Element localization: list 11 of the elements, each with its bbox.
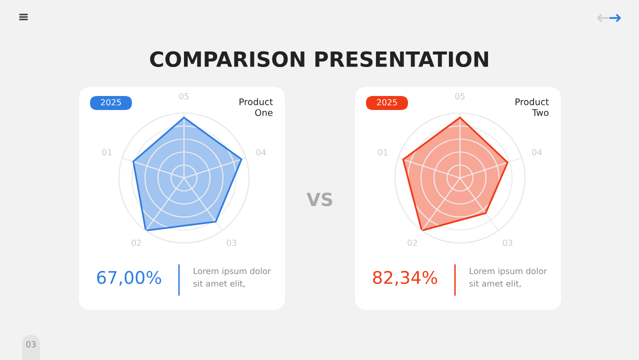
text: 03	[26, 341, 36, 348]
text: 67,00%	[97, 270, 162, 286]
text: 2025	[101, 99, 121, 106]
text: Lorem ipsum dolor sit amet elit,	[193, 268, 271, 288]
text: COMPARISON PRESENTATION	[150, 51, 488, 68]
text: 82,34%	[373, 270, 438, 286]
text: Lorem ipsum dolor sit amet elit,	[469, 268, 547, 288]
text: VS	[306, 192, 332, 206]
text: Product Two	[516, 98, 549, 116]
text: 2025	[377, 99, 397, 106]
text: Product One	[240, 98, 273, 116]
